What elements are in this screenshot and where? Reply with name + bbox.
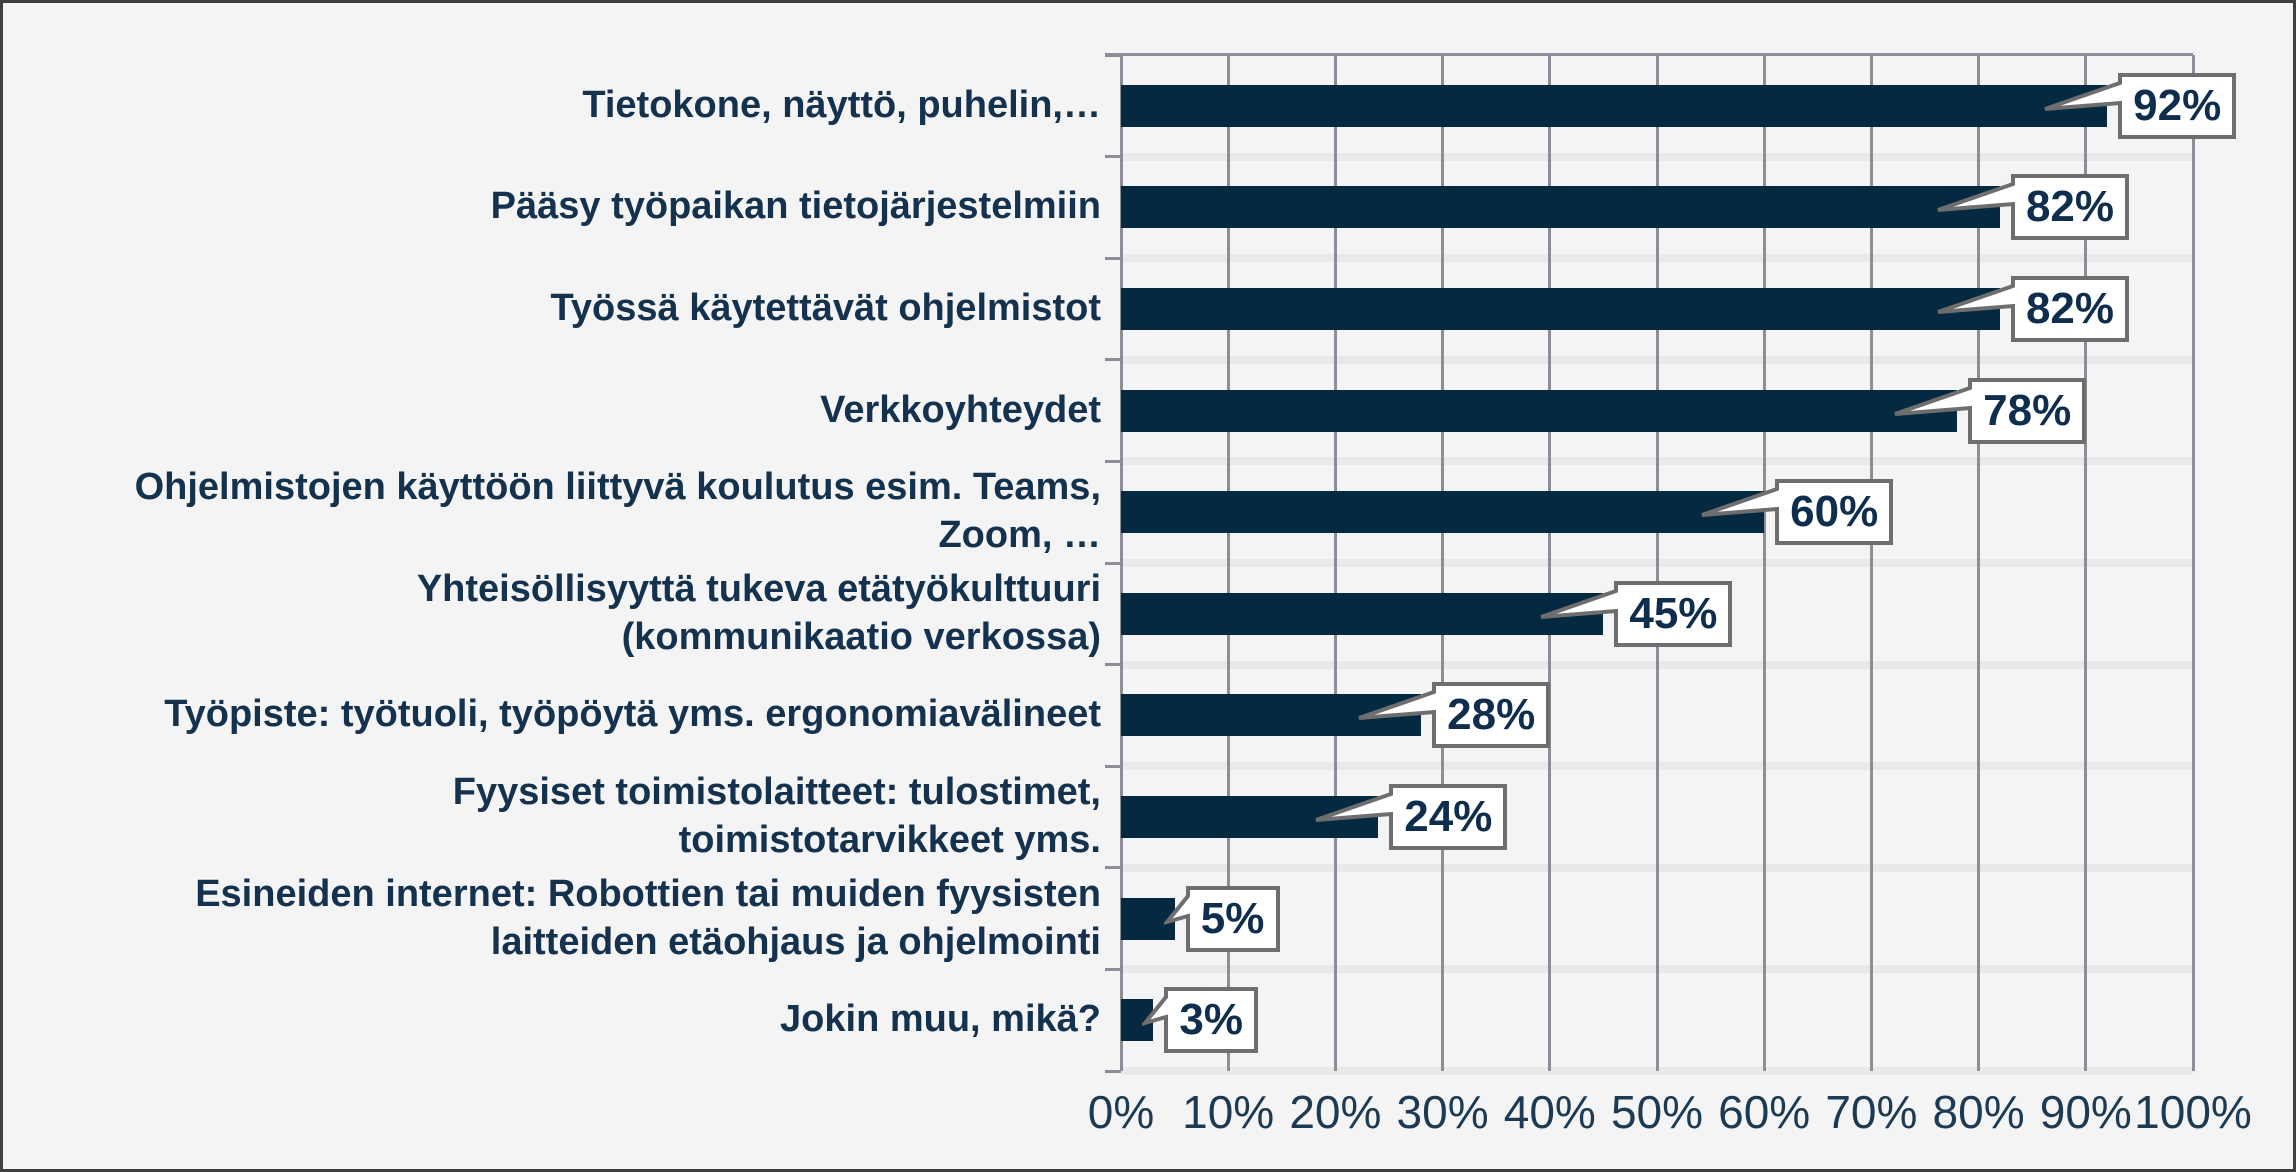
callout-shape bbox=[1163, 885, 1280, 952]
bar bbox=[1121, 592, 1604, 635]
gridline-60% bbox=[1762, 55, 1766, 1071]
x-axis-label: 70% bbox=[1825, 1086, 1918, 1138]
category-axis-tick bbox=[1105, 967, 1121, 971]
plot-top-border bbox=[1105, 53, 2193, 56]
data-label: 28% bbox=[1447, 690, 1536, 740]
data-label-callout bbox=[1937, 276, 2129, 342]
callout-shape bbox=[1142, 987, 1259, 1054]
gridline-20% bbox=[1333, 55, 1337, 1071]
data-label-callout bbox=[1358, 682, 1551, 749]
data-label-callout bbox=[1142, 987, 1259, 1054]
data-label-callout bbox=[1894, 377, 2087, 444]
gridline-90% bbox=[2084, 55, 2088, 1071]
x-axis-label: 60% bbox=[1718, 1086, 1811, 1138]
x-axis-label: 20% bbox=[1289, 1086, 1382, 1138]
data-label: 45% bbox=[1629, 588, 1718, 638]
x-axis-label: 40% bbox=[1503, 1086, 1596, 1138]
category-axis-tick bbox=[1105, 256, 1121, 260]
x-axis-label: 0% bbox=[1087, 1086, 1155, 1138]
data-label: 5% bbox=[1200, 893, 1265, 943]
category-label: Yhteisöllisyyttä tukeva etätyökulttuuri … bbox=[416, 567, 1101, 658]
data-label-callout bbox=[1701, 479, 1894, 546]
category-axis-tick bbox=[1105, 663, 1121, 667]
data-label: 24% bbox=[1404, 792, 1493, 841]
gridline-0% bbox=[1119, 55, 1123, 1071]
bar bbox=[1121, 491, 1765, 534]
bar bbox=[1121, 84, 2108, 127]
category-label: Ohjelmistojen käyttöön liittyvä koulutus… bbox=[134, 466, 1101, 557]
data-label-callout bbox=[1937, 174, 2129, 241]
bar bbox=[1121, 389, 1958, 432]
gridline-50% bbox=[1655, 55, 1659, 1071]
category-axis-tick bbox=[1105, 866, 1121, 870]
row-separator-band bbox=[1121, 1067, 2193, 1075]
x-axis-label: 50% bbox=[1610, 1086, 1704, 1138]
category-label: Verkkoyhteydet bbox=[820, 388, 1101, 431]
callout-shape bbox=[1937, 276, 2129, 342]
data-label-callout bbox=[2044, 72, 2237, 139]
callout-shape bbox=[1540, 580, 1733, 647]
category-axis-tick bbox=[1105, 459, 1121, 463]
gridline-10% bbox=[1226, 55, 1230, 1071]
category-label: Jokin muu, mikä? bbox=[780, 998, 1101, 1041]
chart-plot-area: Tietokone, näyttö, puhelin,… 92% Pääsy työ… bbox=[3, 3, 2293, 1169]
callout-shape bbox=[1937, 174, 2129, 241]
x-axis-label: 100% bbox=[2134, 1086, 2252, 1138]
bar bbox=[1121, 288, 2000, 330]
bar bbox=[1121, 186, 2000, 229]
gridline-30% bbox=[1441, 55, 1445, 1071]
category-label: Tietokone, näyttö, puhelin,… bbox=[582, 83, 1101, 126]
gridline-40% bbox=[1548, 55, 1552, 1071]
data-label-callout bbox=[1315, 784, 1508, 850]
category-label: Esineiden internet: Robottien tai muiden… bbox=[195, 872, 1101, 963]
category-axis-tick bbox=[1105, 1069, 1121, 1073]
bar bbox=[1121, 897, 1175, 940]
callout-shape bbox=[1358, 682, 1551, 749]
x-axis-label: 30% bbox=[1396, 1086, 1489, 1138]
category-label: Fyysiset toimistolaitteet: tulostimet, t… bbox=[452, 771, 1101, 861]
gridline-70% bbox=[1869, 55, 1873, 1071]
data-label: 82% bbox=[2025, 284, 2115, 333]
category-label: Työssä käytettävät ohjelmistot bbox=[550, 287, 1101, 330]
x-axis-label: 10% bbox=[1182, 1086, 1275, 1138]
callout-shape bbox=[1894, 377, 2087, 444]
data-label: 82% bbox=[2025, 182, 2115, 232]
data-label: 92% bbox=[2133, 80, 2222, 130]
data-label: 60% bbox=[1790, 487, 1879, 537]
category-axis-tick bbox=[1105, 358, 1121, 362]
callout-shape bbox=[1315, 784, 1508, 850]
gridline-80% bbox=[1977, 55, 1981, 1071]
category-axis-tick bbox=[1105, 155, 1121, 159]
category-axis-tick bbox=[1105, 764, 1121, 768]
data-label: 3% bbox=[1179, 995, 1243, 1045]
data-label: 78% bbox=[1983, 385, 2072, 435]
data-label-callout bbox=[1540, 580, 1733, 647]
data-label-callout bbox=[1163, 885, 1280, 952]
x-axis-label: 90% bbox=[2039, 1086, 2132, 1138]
category-label: Työpiste: työtuoli, työpöytä yms. ergono… bbox=[164, 693, 1101, 736]
category-axis-tick bbox=[1105, 561, 1121, 565]
callout-shape bbox=[2044, 72, 2237, 139]
callout-shape bbox=[1701, 479, 1894, 546]
category-label: Pääsy työpaikan tietojärjestelmiin bbox=[490, 185, 1101, 228]
x-axis-label: 80% bbox=[1932, 1086, 2025, 1138]
gridline-100% bbox=[2191, 55, 2195, 1071]
